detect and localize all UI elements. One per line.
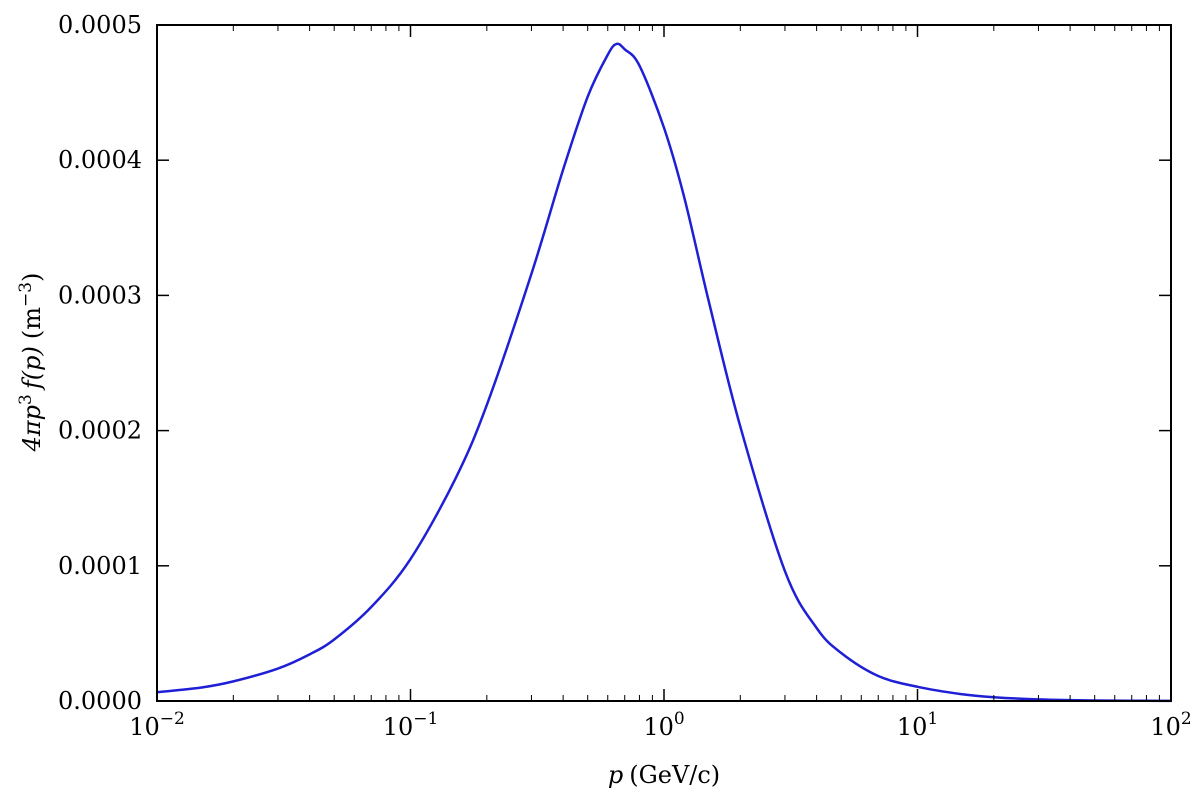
x-tick-label: 10−1 xyxy=(383,709,439,741)
x-tick-label: 10−2 xyxy=(129,709,185,741)
x-axis-label-unit: (GeV/c) xyxy=(629,761,720,789)
y-tick-label: 0.0002 xyxy=(58,417,142,445)
y-tick-label: 0.0005 xyxy=(58,11,142,39)
y-axis-label: 4πp3 f(p) (m−3) xyxy=(16,273,46,453)
y-axis-label-func: f(p) xyxy=(18,346,46,391)
series-line-0 xyxy=(156,42,1172,703)
x-tick-label: 100 xyxy=(643,709,684,741)
x-tick-label: 102 xyxy=(1150,709,1191,741)
x-axis-label: p (GeV/c) xyxy=(608,761,720,789)
y-axis-label-prefix: 4πp xyxy=(18,405,46,452)
y-tick-label: 0.0003 xyxy=(58,281,142,309)
y-axis-label-unit-open: (m xyxy=(18,307,46,339)
y-tick-label: 0.0004 xyxy=(58,146,142,174)
ticks xyxy=(156,24,1172,702)
x-axis-label-var: p xyxy=(608,761,623,789)
plot-area xyxy=(156,24,1172,703)
y-axis-label-sup: 3 xyxy=(16,394,36,405)
y-tick-label: 0.0000 xyxy=(58,687,142,715)
y-tick-label: 0.0001 xyxy=(58,552,142,580)
tick-labels: 10−2 10−1 100 101 102 0.0000 0.0001 0.0002 0.000… xyxy=(58,11,1192,741)
x-tick-label: 101 xyxy=(897,709,938,741)
y-axis-label-unit-sup: −3 xyxy=(16,282,36,307)
y-axis-label-unit-close: ) xyxy=(18,273,46,282)
